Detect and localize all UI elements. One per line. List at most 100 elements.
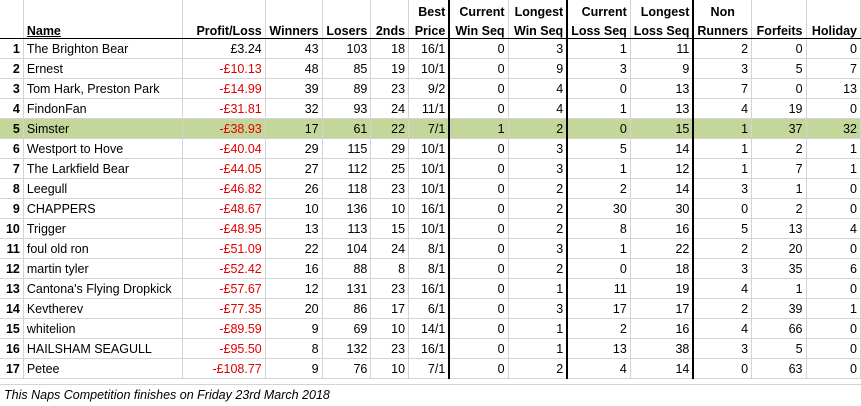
holiday-value[interactable]: 0: [806, 98, 861, 119]
header-best[interactable]: Best: [408, 0, 450, 19]
non-runners-value[interactable]: 1: [692, 138, 753, 159]
header-current-win[interactable]: Current: [448, 0, 509, 19]
losers-value[interactable]: 85: [322, 58, 372, 79]
current-win-seq-value[interactable]: 0: [448, 238, 509, 259]
winners-value[interactable]: 13: [265, 218, 323, 239]
current-loss-seq-value[interactable]: 2: [566, 178, 631, 199]
longest-win-seq-value[interactable]: 4: [508, 78, 568, 99]
seconds-value[interactable]: 18: [370, 38, 410, 59]
longest-win-seq-value[interactable]: 2: [508, 178, 568, 199]
forfeits-value[interactable]: 5: [751, 338, 807, 359]
player-name[interactable]: Tom Hark, Preston Park: [23, 78, 183, 99]
non-runners-value[interactable]: 3: [692, 178, 753, 199]
forfeits-value[interactable]: 5: [751, 58, 807, 79]
forfeits-value[interactable]: 1: [751, 278, 807, 299]
profit-loss-value[interactable]: -£89.59: [182, 318, 266, 339]
non-runners-value[interactable]: 3: [692, 338, 753, 359]
current-loss-seq-value[interactable]: 1: [566, 158, 631, 179]
seconds-value[interactable]: 10: [370, 318, 410, 339]
non-runners-value[interactable]: 2: [692, 38, 753, 59]
longest-loss-seq-value[interactable]: 14: [630, 138, 694, 159]
seconds-value[interactable]: 23: [370, 78, 410, 99]
holiday-value[interactable]: 0: [806, 38, 861, 59]
table-row[interactable]: 16 HAILSHAM SEAGULL -£95.50 8 132 23 16/1 0 1 13 3…: [0, 338, 861, 359]
holiday-value[interactable]: 0: [806, 338, 861, 359]
row-position[interactable]: 15: [0, 318, 24, 339]
current-loss-seq-value[interactable]: 13: [566, 338, 631, 359]
current-win-seq-value[interactable]: 0: [448, 278, 509, 299]
table-row[interactable]: 4 FindonFan -£31.81 32 93 24 11/1 0 4 1 13 4 19 0: [0, 98, 861, 119]
best-price-value[interactable]: 16/1: [408, 278, 450, 299]
profit-loss-value[interactable]: -£48.95: [182, 218, 266, 239]
header-loss-seq[interactable]: Loss Seq: [630, 19, 694, 39]
table-row[interactable]: 11 foul old ron -£51.09 22 104 24 8/1 0 3 1 22 2 20 0: [0, 238, 861, 259]
current-loss-seq-value[interactable]: 4: [566, 358, 631, 379]
longest-win-seq-value[interactable]: 2: [508, 218, 568, 239]
row-position[interactable]: 8: [0, 178, 24, 199]
longest-loss-seq-value[interactable]: 11: [630, 38, 694, 59]
best-price-value[interactable]: 14/1: [408, 318, 450, 339]
current-win-seq-value[interactable]: 0: [448, 258, 509, 279]
best-price-value[interactable]: 16/1: [408, 338, 450, 359]
longest-loss-seq-value[interactable]: 16: [630, 218, 694, 239]
seconds-value[interactable]: 23: [370, 178, 410, 199]
profit-loss-value[interactable]: £3.24: [182, 38, 266, 59]
current-win-seq-value[interactable]: 0: [448, 198, 509, 219]
current-win-seq-value[interactable]: 0: [448, 318, 509, 339]
winners-value[interactable]: 32: [265, 98, 323, 119]
winners-value[interactable]: 17: [265, 118, 323, 139]
non-runners-value[interactable]: 4: [692, 278, 753, 299]
best-price-value[interactable]: 10/1: [408, 158, 450, 179]
longest-win-seq-value[interactable]: 1: [508, 338, 568, 359]
row-position[interactable]: 17: [0, 358, 24, 379]
non-runners-value[interactable]: 5: [692, 218, 753, 239]
longest-loss-seq-value[interactable]: 9: [630, 58, 694, 79]
forfeits-value[interactable]: 13: [751, 218, 807, 239]
player-name[interactable]: Westport to Hove: [23, 138, 183, 159]
best-price-value[interactable]: 10/1: [408, 138, 450, 159]
header-current-loss[interactable]: Current: [566, 0, 631, 19]
header-cell[interactable]: [0, 0, 24, 19]
current-loss-seq-value[interactable]: 1: [566, 38, 631, 59]
holiday-value[interactable]: 0: [806, 238, 861, 259]
header-holiday[interactable]: Holiday: [806, 19, 861, 39]
holiday-value[interactable]: 13: [806, 78, 861, 99]
non-runners-value[interactable]: 4: [692, 98, 753, 119]
best-price-value[interactable]: 9/2: [408, 78, 450, 99]
player-name[interactable]: Cantona's Flying Dropkick: [23, 278, 183, 299]
non-runners-value[interactable]: 0: [692, 198, 753, 219]
losers-value[interactable]: 113: [322, 218, 372, 239]
losers-value[interactable]: 104: [322, 238, 372, 259]
forfeits-value[interactable]: 35: [751, 258, 807, 279]
longest-loss-seq-value[interactable]: 15: [630, 118, 694, 139]
losers-value[interactable]: 136: [322, 198, 372, 219]
current-win-seq-value[interactable]: 0: [448, 218, 509, 239]
longest-win-seq-value[interactable]: 2: [508, 118, 568, 139]
table-row[interactable]: 6 Westport to Hove -£40.04 29 115 29 10/1 0 3 5 14…: [0, 138, 861, 159]
non-runners-value[interactable]: 1: [692, 158, 753, 179]
holiday-value[interactable]: 0: [806, 358, 861, 379]
winners-value[interactable]: 48: [265, 58, 323, 79]
player-name[interactable]: HAILSHAM SEAGULL: [23, 338, 183, 359]
forfeits-value[interactable]: 19: [751, 98, 807, 119]
current-win-seq-value[interactable]: 0: [448, 78, 509, 99]
holiday-value[interactable]: 6: [806, 258, 861, 279]
header-losers[interactable]: Losers: [322, 19, 372, 39]
current-win-seq-value[interactable]: 0: [448, 358, 509, 379]
row-position[interactable]: 6: [0, 138, 24, 159]
current-loss-seq-value[interactable]: 30: [566, 198, 631, 219]
longest-win-seq-value[interactable]: 3: [508, 238, 568, 259]
header-winners[interactable]: Winners: [265, 19, 323, 39]
longest-win-seq-value[interactable]: 3: [508, 138, 568, 159]
player-name[interactable]: foul old ron: [23, 238, 183, 259]
current-loss-seq-value[interactable]: 11: [566, 278, 631, 299]
table-row[interactable]: 12 martin tyler -£52.42 16 88 8 8/1 0 2 0 18 3 35 6: [0, 258, 861, 279]
profit-loss-value[interactable]: -£14.99: [182, 78, 266, 99]
non-runners-value[interactable]: 3: [692, 258, 753, 279]
losers-value[interactable]: 61: [322, 118, 372, 139]
current-loss-seq-value[interactable]: 3: [566, 58, 631, 79]
losers-value[interactable]: 88: [322, 258, 372, 279]
row-position[interactable]: 13: [0, 278, 24, 299]
profit-loss-value[interactable]: -£10.13: [182, 58, 266, 79]
row-position[interactable]: 3: [0, 78, 24, 99]
